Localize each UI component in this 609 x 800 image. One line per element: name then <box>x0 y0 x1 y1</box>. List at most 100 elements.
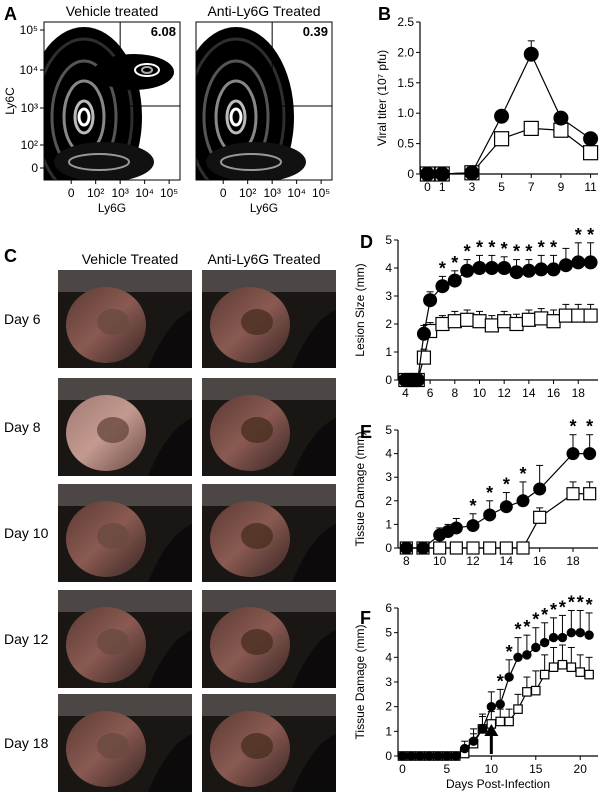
data-point-open <box>566 487 580 501</box>
y-axis-label: Lesion Size (mm) <box>353 263 367 356</box>
flow-y-tick-label: 0 <box>31 161 38 175</box>
flow-contour-lower-ring <box>220 153 282 171</box>
data-point-filled <box>497 261 512 275</box>
data-point-filled <box>424 751 434 761</box>
data-point-open <box>516 541 530 555</box>
flow-x-tick-label: 10⁵ <box>160 186 178 200</box>
significance-star: * <box>541 605 548 625</box>
data-point-filled <box>423 293 438 308</box>
data-point-open <box>533 510 547 524</box>
significance-star: * <box>538 237 545 257</box>
flow-contour-layer <box>44 27 174 180</box>
data-point-open <box>584 669 594 680</box>
y-tick-label: 5 <box>385 233 392 247</box>
data-point-filled <box>546 262 561 277</box>
flow-contour-neutrophil-core <box>141 66 153 74</box>
data-point-filled <box>571 255 586 270</box>
data-point-filled <box>558 258 573 273</box>
y-tick-label: 0 <box>385 373 392 387</box>
ear-photo-lesion <box>97 309 129 335</box>
data-point-open <box>466 541 480 555</box>
data-point-filled <box>566 447 580 461</box>
data-point-filled <box>484 261 499 275</box>
flow-x-tick-label: 10³ <box>263 186 280 200</box>
data-point-filled <box>553 110 569 126</box>
data-point-filled <box>509 265 524 280</box>
data-point-open <box>539 669 550 680</box>
y-axis-label: Viral titer (10⁷ pfu) <box>375 50 389 146</box>
x-tick-label: 0 <box>399 762 406 776</box>
y-tick-label: 1 <box>385 517 392 531</box>
data-point-filled <box>399 541 413 555</box>
significance-star: * <box>464 242 471 262</box>
data-point-filled <box>435 279 450 294</box>
flow-y-axis-label: Ly6C <box>3 87 17 115</box>
data-point-filled <box>466 519 480 533</box>
significance-star: * <box>514 620 521 640</box>
y-tick-label: 3 <box>385 675 392 689</box>
flow-x-tick-label: 10² <box>239 186 256 200</box>
data-point-filled <box>494 108 510 124</box>
flow-y-tick-label: 10² <box>21 138 38 152</box>
x-tick-label: 18 <box>566 554 580 568</box>
y-axis-label: Tissue Damage (mm) <box>353 432 367 547</box>
data-point-open <box>449 541 463 555</box>
data-point-open <box>530 685 541 696</box>
x-tick-label: 4 <box>402 386 409 400</box>
x-tick-label: 14 <box>500 554 514 568</box>
x-tick-label: 12 <box>497 386 511 400</box>
data-point-filled <box>442 751 452 761</box>
flow-contour-ring <box>73 99 95 135</box>
flow-contour-ring <box>229 107 243 127</box>
data-point-open <box>558 308 574 323</box>
data-point-open <box>499 541 513 555</box>
data-point-filled <box>460 263 475 278</box>
y-tick-label: 2 <box>385 317 392 331</box>
y-tick-label: 1.5 <box>397 76 414 90</box>
ear-photo-fur <box>292 310 336 368</box>
data-point-open <box>582 145 599 161</box>
flow-y-tick-label: 10³ <box>21 101 38 115</box>
data-point-open <box>435 316 450 332</box>
ear-photo-fur <box>292 734 336 792</box>
flow-contour-ring <box>196 49 278 180</box>
flow-contour-ring <box>220 89 252 145</box>
ear-photo-lesion <box>97 417 129 443</box>
data-point-open <box>571 308 586 323</box>
data-point-open <box>460 312 475 327</box>
y-tick-label: 0 <box>385 541 392 555</box>
data-point-open <box>504 716 514 727</box>
data-point-filled <box>566 627 577 638</box>
data-point-filled <box>447 273 462 288</box>
flow-x-tick-label: 10⁴ <box>135 186 154 200</box>
ear-photo-top-shade <box>202 270 336 292</box>
y-tick-label: 2.0 <box>397 45 414 59</box>
significance-star: * <box>451 253 458 273</box>
x-tick-label: 6 <box>427 386 434 400</box>
data-point-open <box>493 131 510 147</box>
x-tick-label: 14 <box>522 386 536 400</box>
y-tick-label: 5 <box>385 626 392 640</box>
ear-photo-lesion <box>97 523 129 549</box>
ear-photo-lesion <box>241 629 273 655</box>
significance-star: * <box>488 237 495 257</box>
significance-star: * <box>469 496 476 516</box>
data-point-open <box>546 314 561 329</box>
flow-plot-title: Anti-Ly6G Treated <box>207 3 320 19</box>
photo-row-label: Day 12 <box>4 631 49 647</box>
data-point-filled <box>516 494 530 508</box>
data-point-open <box>583 487 597 501</box>
photo-row-label: Day 10 <box>4 525 49 541</box>
flow-x-tick-label: 0 <box>68 186 75 200</box>
ear-photo-lesion <box>241 309 273 335</box>
y-tick-label: 4 <box>385 650 392 664</box>
data-point-filled <box>533 482 547 496</box>
photo-row-label: Day 8 <box>4 419 41 435</box>
significance-star: * <box>550 237 557 257</box>
data-point-open <box>548 662 559 672</box>
flow-plot-frame <box>43 21 181 181</box>
significance-star: * <box>503 475 510 495</box>
flow-contour-ring <box>77 107 91 127</box>
